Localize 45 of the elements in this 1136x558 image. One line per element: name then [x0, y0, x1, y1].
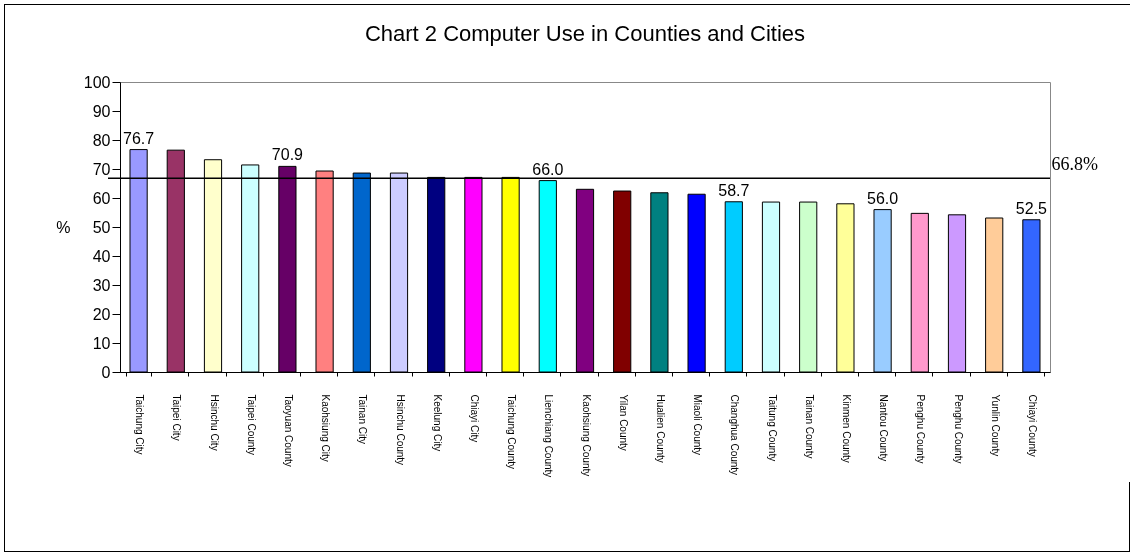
x-tick-label: Hualien County	[654, 394, 666, 463]
x-tick-label: Penghu County	[952, 394, 964, 464]
data-label: 52.5	[1015, 199, 1048, 217]
x-tick-label: Keelung City	[431, 394, 443, 452]
y-tick-label: 50	[92, 218, 111, 236]
y-tick-label: 60	[92, 189, 111, 207]
chart-title: Chart 2 Computer Use in Counties and Cities	[364, 21, 806, 46]
x-tick-label: Kaohsiung City	[320, 394, 332, 462]
x-tick-label: Hsinchu City	[208, 394, 220, 451]
x-tick-label: Yilan County	[617, 394, 629, 451]
x-tick-label: Taipei City	[171, 394, 183, 441]
x-tick-label: Taichung County	[506, 394, 518, 469]
x-tick-label: Lienchiang County	[543, 394, 555, 478]
data-label: 58.7	[718, 181, 750, 199]
x-tick-label: Taoyuan County	[282, 394, 294, 467]
x-tick-label: Miaoli County	[692, 394, 704, 456]
x-tick-label: Chiayi County	[1026, 394, 1038, 457]
y-tick-label: 90	[92, 102, 111, 120]
x-tick-label: Hsinchu County	[394, 394, 406, 466]
ref-line-label: 66.8%	[1051, 154, 1098, 175]
x-tick-label: Taitung County	[766, 394, 778, 462]
data-label: 70.9	[271, 146, 304, 164]
y-tick-label: 70	[92, 160, 111, 178]
x-tick-label: Changhua County	[729, 394, 741, 476]
y-tick-label: 30	[92, 276, 111, 294]
y-tick-label: 40	[92, 247, 111, 265]
x-tick-label: Kaohsiung County	[580, 394, 592, 477]
y-tick-label: 80	[92, 131, 111, 149]
x-tick-label: Nantou County	[878, 394, 890, 462]
y-tick-label: 10	[92, 334, 111, 352]
x-tick-label: Kinmen County	[840, 394, 852, 463]
x-tick-label: Tainan County	[803, 394, 815, 459]
x-tick-label: Yunlin County	[989, 394, 1001, 457]
data-label: 76.7	[123, 129, 155, 147]
data-label: 56.0	[867, 189, 899, 207]
data-label: 66.0	[532, 160, 564, 178]
y-tick-label: 100	[83, 73, 111, 91]
x-tick-label: Taipei County	[245, 394, 257, 456]
x-tick-label: Chiayi City	[468, 394, 480, 443]
x-tick-label: Taichung City	[134, 394, 146, 455]
y-axis-title: %	[56, 218, 71, 236]
x-tick-label: Penghu County	[915, 394, 927, 464]
y-tick-label: 0	[101, 363, 111, 381]
x-tick-label: Tainan City	[357, 394, 369, 444]
y-tick-label: 20	[92, 305, 111, 323]
